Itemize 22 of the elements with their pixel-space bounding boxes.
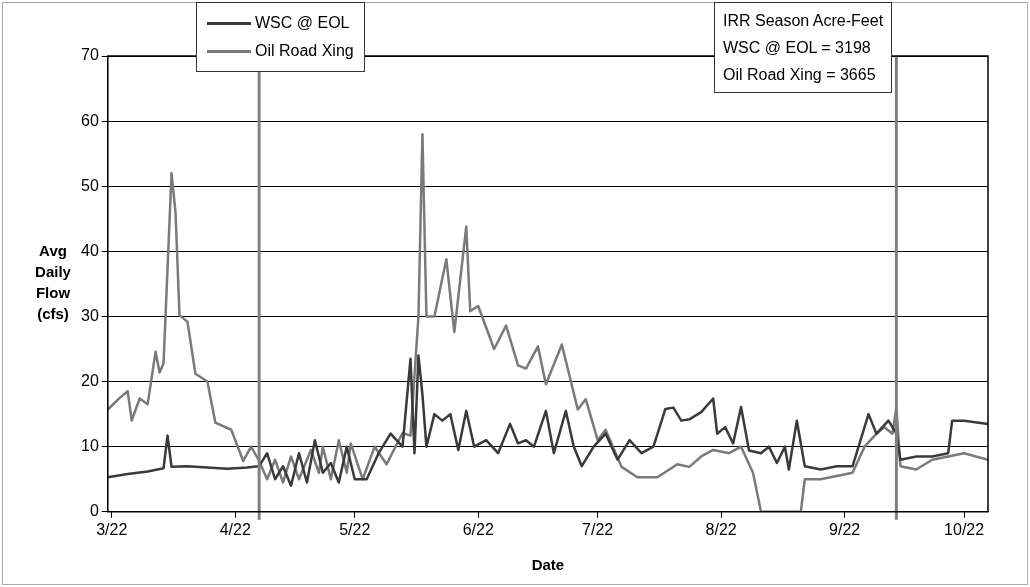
y-tick-label: 70 — [81, 46, 99, 64]
text: IRR Season Acre-Feet — [723, 11, 884, 31]
annotation: Oil Road Xing = 3665 — [723, 65, 877, 85]
legend-label: Oil Road Xing — [255, 42, 354, 60]
legend-label: WSC @ EOL — [255, 14, 350, 32]
x-tick-label: 10/22 — [944, 520, 985, 538]
x-tick-label: 3/22 — [96, 520, 128, 538]
x-tick-label: 4/22 — [219, 520, 251, 538]
x-tick-label: 7/22 — [582, 520, 614, 538]
y-tick-label: 60 — [81, 111, 99, 129]
x-tick-label: 6/22 — [462, 520, 494, 538]
y-tick-label: 10 — [81, 437, 99, 455]
x-axis-title: Date — [531, 556, 565, 574]
y-tick-label: 20 — [81, 371, 99, 389]
y-tick-label: 0 — [89, 502, 99, 520]
x-tick-label: 5/22 — [339, 520, 371, 538]
y-tick-label: 40 — [81, 241, 99, 259]
x-tick-label: 9/22 — [829, 520, 861, 538]
y-tick-label: 50 — [81, 176, 99, 194]
x-tick-label: 8/22 — [705, 520, 737, 538]
text: WSC @ EOL = 3198 — [723, 38, 872, 58]
y-tick-label: 30 — [81, 306, 99, 324]
